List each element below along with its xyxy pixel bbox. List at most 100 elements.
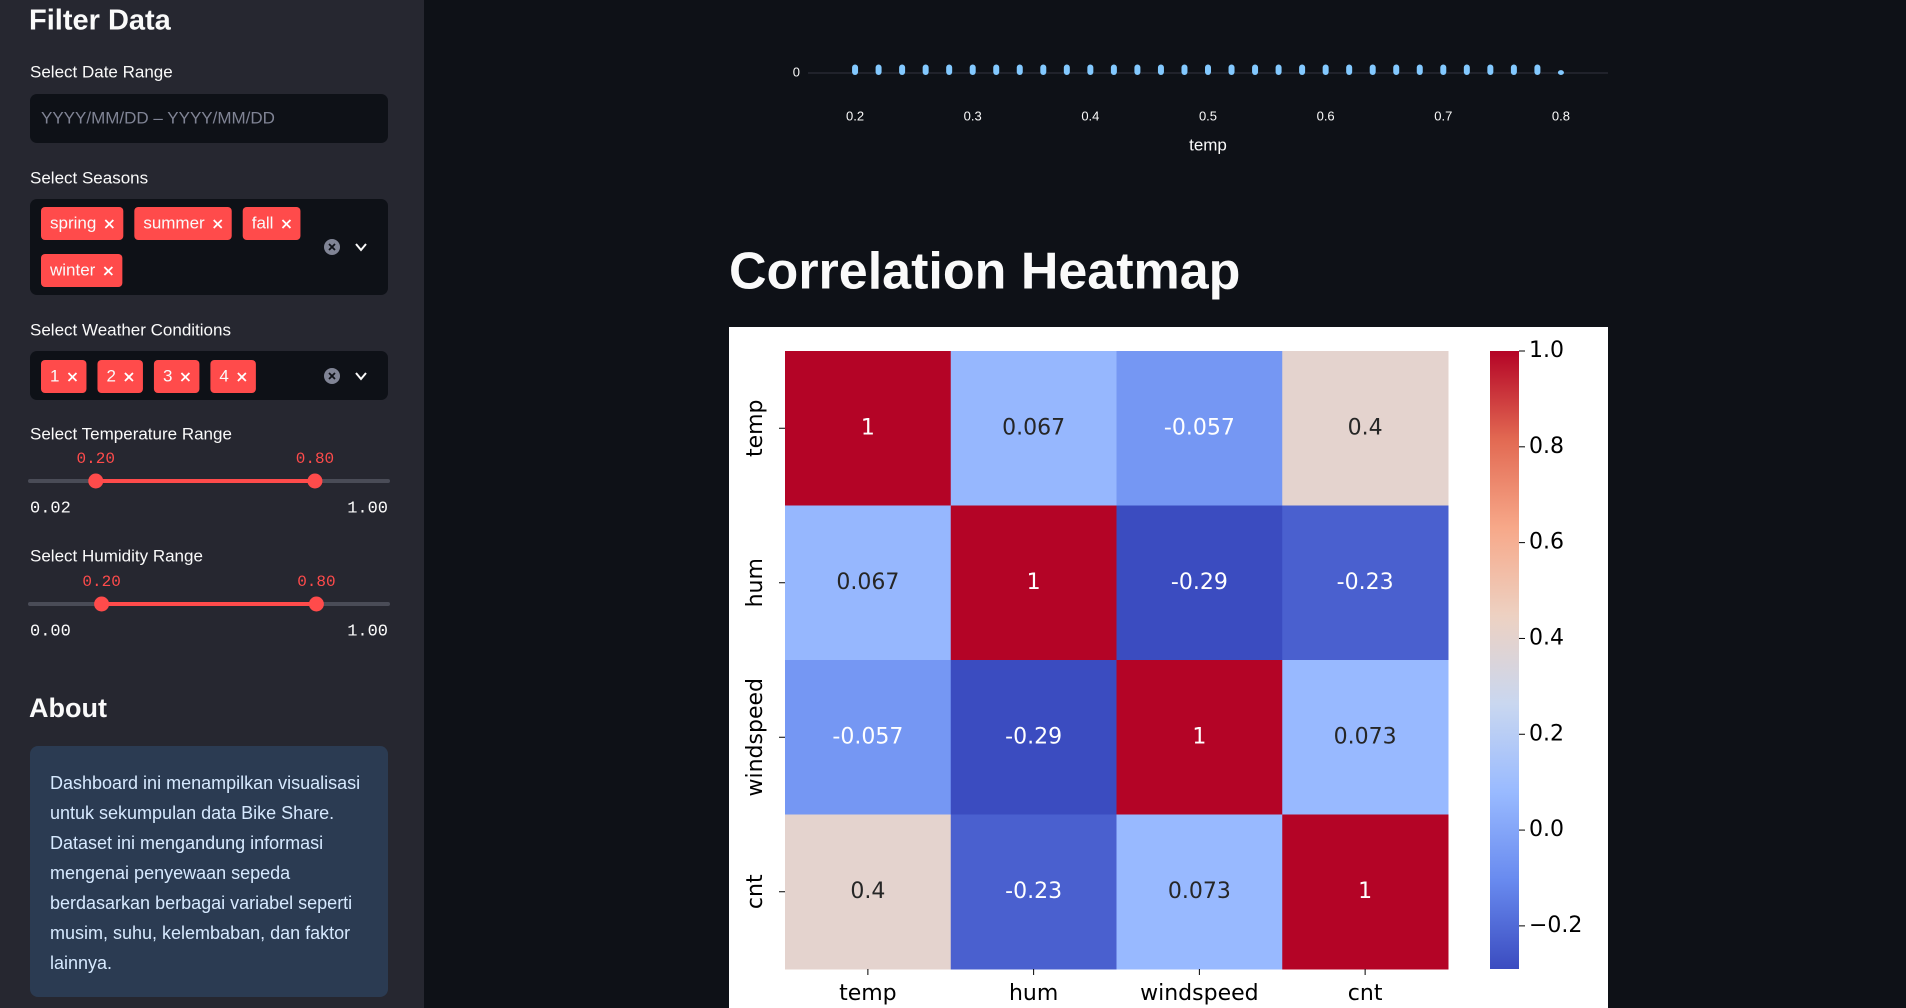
- cell-label: 0.4: [850, 879, 885, 904]
- slider-thumb[interactable]: [307, 473, 323, 489]
- tag-background: [41, 207, 124, 240]
- tag[interactable]: 2: [97, 360, 143, 393]
- heatmap-cell: [950, 814, 1117, 970]
- humidity-label: Select Humidity Range: [30, 546, 203, 565]
- bar: [1534, 64, 1541, 75]
- slider-value: 0.20: [77, 450, 115, 468]
- tag[interactable]: fall: [242, 207, 301, 240]
- tag-background: [134, 207, 232, 240]
- cell-label: -0.29: [1171, 570, 1228, 595]
- slider-thumb[interactable]: [88, 473, 104, 489]
- about-title: About: [29, 693, 107, 723]
- tag-label: 1: [50, 366, 59, 385]
- tag[interactable]: 1: [41, 360, 87, 393]
- x-tick-label: temp: [839, 981, 897, 1006]
- cell-label: -0.23: [1005, 879, 1062, 904]
- tag-label: 2: [106, 366, 115, 385]
- tag[interactable]: 3: [153, 360, 200, 393]
- slider-thumb[interactable]: [94, 596, 110, 612]
- date-input[interactable]: [30, 94, 388, 143]
- icon-stroke: [124, 372, 134, 382]
- bar: [1157, 64, 1164, 75]
- tag-label: summer: [143, 213, 205, 232]
- tag-label: winter: [49, 260, 96, 279]
- heatmap-cell: [1116, 505, 1283, 661]
- x-tick-label: 0.5: [1199, 108, 1217, 123]
- cell-label: 0.073: [1334, 724, 1397, 749]
- bar: [899, 64, 906, 75]
- x-tick-label: 0.7: [1434, 108, 1452, 123]
- heatmap-cell: [1116, 660, 1283, 815]
- tag[interactable]: winter: [41, 254, 123, 287]
- cell-label: 1: [861, 415, 875, 440]
- tag-background: [41, 360, 87, 393]
- x-tick-label: 0.2: [846, 108, 864, 123]
- bar: [852, 64, 859, 75]
- cell-label: -0.29: [1005, 724, 1062, 749]
- y-tick-label: cnt: [743, 874, 768, 909]
- heatmap-cell: [950, 660, 1117, 815]
- heatmap-cell: [785, 505, 952, 661]
- heatmap-cell: [1116, 814, 1283, 970]
- cell-label: -0.057: [1164, 415, 1235, 440]
- bar: [969, 64, 976, 75]
- y-tick-label: temp: [743, 399, 768, 457]
- bar: [875, 64, 882, 75]
- tag[interactable]: summer: [134, 207, 232, 240]
- bar: [1252, 64, 1259, 75]
- colorbar-tick-label: 0.2: [1529, 721, 1564, 746]
- cell-label: 0.067: [836, 570, 899, 595]
- tag-background: [153, 360, 200, 393]
- heatmap-cell: [1282, 660, 1449, 815]
- bar: [1063, 64, 1070, 75]
- bar: [1557, 70, 1564, 75]
- bar: [1369, 64, 1376, 75]
- heatmap-title: Correlation Heatmap: [729, 243, 1240, 301]
- bar: [1205, 64, 1211, 75]
- dropdown-chevron[interactable]: [355, 372, 367, 381]
- colorbar-tick-label: 0.6: [1529, 530, 1564, 555]
- sidebar-title: Filter Data: [29, 5, 172, 37]
- bar: [1322, 64, 1329, 75]
- colorbar-tick-label: 0.0: [1529, 817, 1564, 842]
- bar: [1087, 64, 1094, 75]
- bar: [1487, 64, 1494, 75]
- tag-background: [97, 360, 143, 393]
- slider-value: 0.20: [82, 573, 120, 591]
- temperature-label: Select Temperature Range: [30, 424, 232, 443]
- slider-value: 0.80: [297, 573, 335, 591]
- tag-background: [210, 360, 256, 393]
- slider-thumb[interactable]: [308, 596, 324, 612]
- tag[interactable]: spring: [41, 207, 124, 240]
- slider-max: 1.00: [347, 622, 388, 641]
- heatmap-cell: [1282, 814, 1449, 970]
- colorbar-tick-label: 0.8: [1529, 434, 1564, 459]
- x-tick-label: hum: [1009, 981, 1058, 1006]
- y-tick-label: 0: [793, 64, 800, 79]
- slider-value: 0.80: [296, 450, 334, 468]
- x-tick-label: 0.8: [1552, 108, 1570, 123]
- heatmap-cell: [1116, 351, 1283, 506]
- heatmap-cell: [785, 351, 952, 506]
- bar: [1416, 64, 1423, 75]
- y-tick-label: hum: [743, 558, 768, 607]
- tag[interactable]: 4: [210, 360, 256, 393]
- bar: [1299, 64, 1306, 75]
- bar: [1346, 64, 1353, 75]
- clear-button[interactable]: [324, 239, 340, 255]
- dropdown-chevron[interactable]: [355, 243, 367, 252]
- heatmap-cell: [1282, 505, 1449, 661]
- colorbar-tick-label: 0.4: [1529, 625, 1564, 650]
- bar: [1040, 64, 1047, 75]
- heatmap-cell: [950, 505, 1117, 661]
- x-tick-label: 0.4: [1081, 108, 1099, 123]
- clear-button[interactable]: [324, 368, 340, 384]
- x-tick-label: windspeed: [1140, 981, 1258, 1006]
- icon-stroke: [237, 372, 247, 382]
- icon-stroke: [281, 219, 292, 229]
- tag-label: 3: [163, 366, 172, 385]
- about-box: [30, 746, 388, 997]
